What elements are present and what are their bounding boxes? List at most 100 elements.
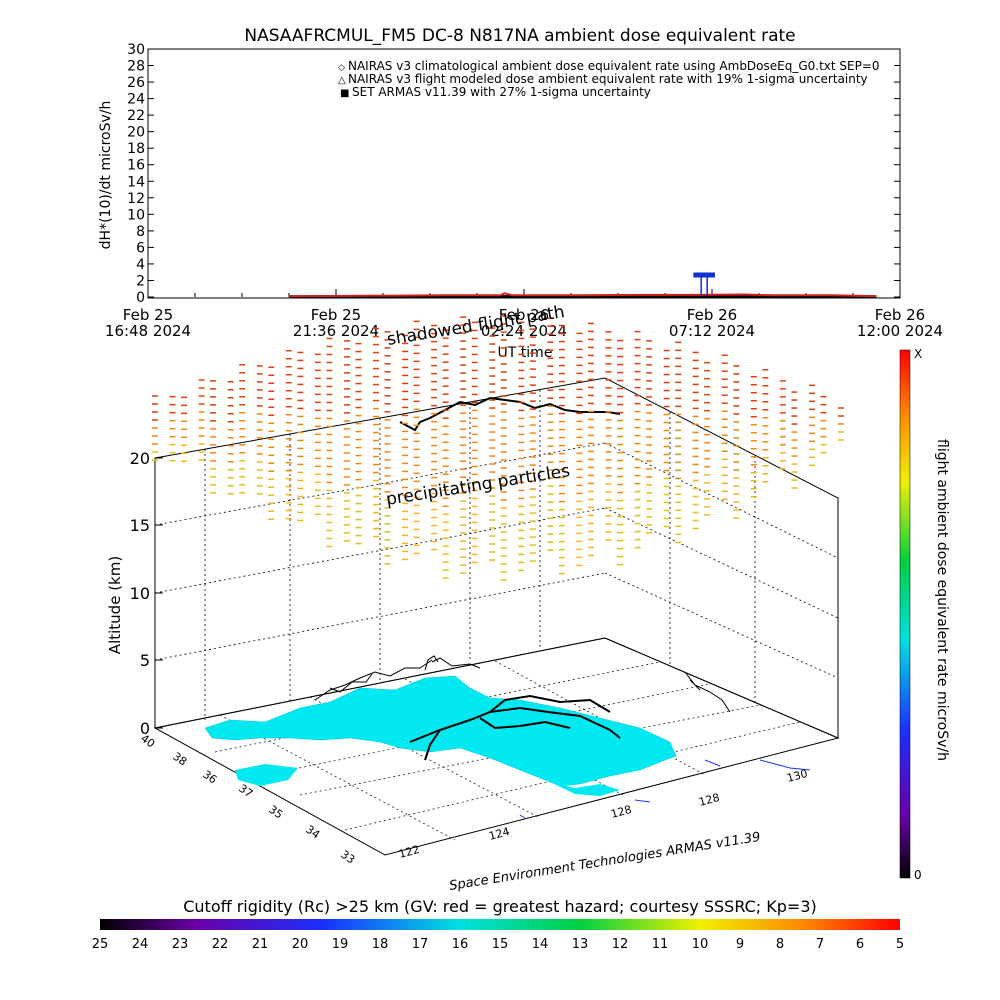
y-tick-label: 30 — [127, 42, 145, 58]
y-tick-label: 14 — [127, 174, 145, 190]
japan-coast — [519, 759, 811, 819]
x-tick-label-date: Feb 26 — [499, 306, 549, 324]
rigidity-tick-label: 19 — [332, 937, 349, 952]
legend-marker-climatological: ◇ — [338, 63, 345, 73]
x-tick-label-date: Feb 25 — [311, 306, 361, 324]
rigidity-gradient — [100, 919, 900, 930]
series-point-armas — [693, 272, 700, 278]
colorbar-label: flight ambient dose equivalent rate micr… — [934, 439, 950, 761]
back-wall — [154, 377, 839, 739]
rigidity-tick-label: 8 — [776, 937, 784, 952]
y-tick-label: 4 — [136, 257, 145, 273]
x-tick-label-time: 16:48 2024 — [105, 322, 191, 340]
y-tick-label: 12 — [127, 191, 145, 207]
y-axis-label: dH*(10)/dt microSv/h — [98, 101, 114, 250]
colorbar-gradient — [899, 349, 911, 879]
lat-tick-label: 38 — [170, 750, 189, 769]
x-axis-label: UT time — [498, 345, 553, 361]
z-tick-label: 10 — [130, 584, 150, 603]
z-axis-label: Altitude (km) — [106, 556, 124, 654]
z-tick-label: 0 — [140, 719, 150, 738]
series-point-armas — [709, 272, 715, 278]
legend-entry-climatological: NAIRAS v3 climatological ambient dose eq… — [348, 59, 880, 73]
rigidity-tick-label: 18 — [372, 937, 389, 952]
series-point-armas — [701, 272, 708, 278]
x-tick-label-time: 07:12 2024 — [669, 322, 755, 340]
lon-tick-label: 122 — [397, 843, 421, 861]
y-tick-label: 20 — [127, 125, 145, 141]
y-tick-label: 28 — [127, 59, 145, 75]
x-tick-label-date: Feb 25 — [123, 306, 173, 324]
rigidity-tick-label: 17 — [412, 937, 429, 952]
rigidity-tick-label: 20 — [292, 937, 309, 952]
x-tick-label-time: 21:36 2024 — [293, 322, 379, 340]
rigidity-tick-label: 21 — [252, 937, 269, 952]
rigidity-tick-label: 13 — [572, 937, 589, 952]
southern-islands — [550, 782, 620, 796]
rigidity-tick-label: 11 — [652, 937, 669, 952]
chart-title: NASAAFRCMUL_FM5 DC-8 N817NA ambient dose… — [244, 26, 795, 46]
rigidity-tick-label: 9 — [736, 937, 744, 952]
legend-entry-flight-modeled: NAIRAS v3 flight modeled dose ambient eq… — [348, 72, 868, 86]
rigidity-tick-label: 14 — [532, 937, 549, 952]
lon-tick-label: 128 — [697, 791, 721, 809]
z-tick-label: 5 — [140, 651, 150, 670]
y-tick-label: 6 — [136, 240, 145, 256]
y-tick-label: 18 — [127, 141, 145, 157]
coastline-terrain — [314, 655, 731, 713]
y-tick-label: 26 — [127, 75, 145, 91]
series-point-armas — [705, 272, 712, 278]
rigidity-tick-label: 23 — [172, 937, 189, 952]
series-line-1 — [288, 292, 877, 298]
flight-track-floor — [409, 694, 621, 761]
rigidity-tick-label: 12 — [612, 937, 629, 952]
lat-tick-label: 35 — [266, 803, 285, 822]
jeju-island — [235, 764, 298, 786]
rigidity-tick-label: 22 — [212, 937, 229, 952]
lon-tick-label: 128 — [609, 803, 633, 821]
particle-dashes — [152, 315, 844, 581]
y-tick-label: 22 — [127, 108, 145, 124]
altitude-3d-view: shadowed flight path precipitating parti… — [106, 302, 844, 894]
y-tick-label: 10 — [127, 207, 145, 223]
legend-entry-armas: SET ARMAS v11.39 with 27% 1-sigma uncert… — [352, 85, 651, 99]
rigidity-tick-label: 16 — [452, 937, 469, 952]
flight-track-shadow — [399, 396, 621, 432]
x-tick-label-date: Feb 26 — [687, 306, 737, 324]
y-tick-label: 24 — [127, 92, 145, 108]
rigidity-tick-label: 10 — [692, 937, 709, 952]
z-tick-label: 20 — [130, 449, 150, 468]
rigidity-title: Cutoff rigidity (Rc) >25 km (GV: red = g… — [183, 897, 817, 916]
lon-tick-label: 124 — [487, 825, 511, 843]
series-point-armas — [697, 272, 704, 278]
dose-rate-timeseries: NASAAFRCMUL_FM5 DC-8 N817NA ambient dose… — [98, 26, 943, 361]
rigidity-tick-label: 15 — [492, 937, 509, 952]
rigidity-tick-label: 24 — [132, 937, 149, 952]
cutoff-rigidity-scale: Cutoff rigidity (Rc) >25 km (GV: red = g… — [92, 897, 904, 952]
y-tick-label: 16 — [127, 158, 145, 174]
lat-tick-label: 37 — [236, 782, 255, 801]
lon-tick-label: 130 — [785, 767, 809, 785]
rigidity-tick-label: 25 — [92, 937, 109, 952]
map-floor — [153, 637, 840, 856]
colorbar-bottom-label: 0 — [914, 868, 922, 882]
rigidity-tick-label: 6 — [856, 937, 864, 952]
annotation-shadowed-flight-path: shadowed flight path — [386, 302, 566, 350]
x-tick-label-time: 12:00 2024 — [857, 322, 943, 340]
rigidity-tick-label: 7 — [816, 937, 824, 952]
annotation-precipitating-particles: precipitating particles — [385, 461, 572, 510]
lat-tick-label: 36 — [200, 768, 219, 787]
longitude-ticks: 122 124 128 128 130 — [397, 767, 809, 861]
colorbar-top-label: X — [914, 347, 922, 361]
z-tick-label: 15 — [130, 516, 150, 535]
lat-tick-label: 33 — [338, 848, 357, 867]
x-tick-label-date: Feb 26 — [875, 306, 925, 324]
y-tick-label: 0 — [136, 290, 145, 306]
y-tick-label: 8 — [136, 224, 145, 240]
y-tick-label: 2 — [136, 273, 145, 289]
dose-colorbar: X 0 flight ambient dose equivalent rate … — [899, 347, 950, 882]
lat-tick-label: 34 — [303, 823, 322, 842]
rigidity-tick-label: 5 — [896, 937, 904, 952]
